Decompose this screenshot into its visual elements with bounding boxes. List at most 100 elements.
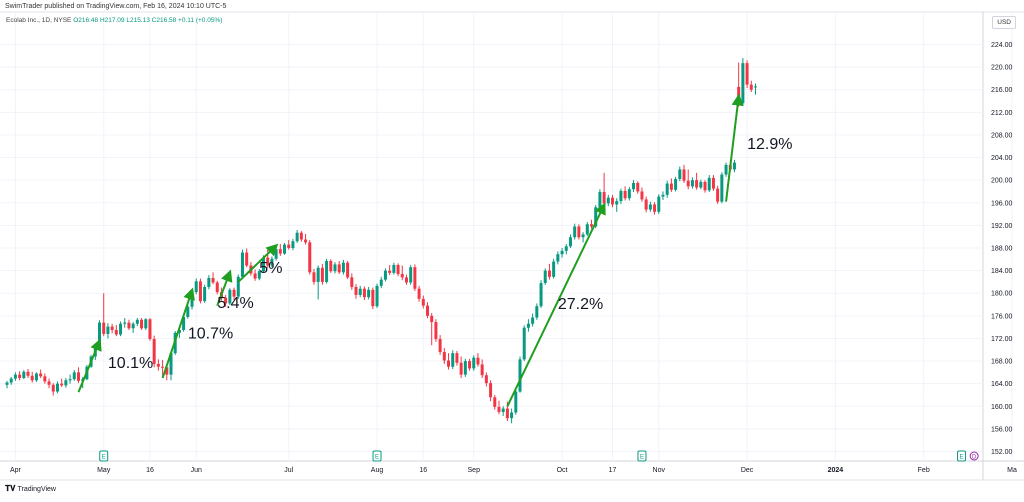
candle xyxy=(472,355,476,371)
growth-label: 5.4% xyxy=(217,295,253,312)
candle-body xyxy=(699,181,703,188)
tradingview-logo[interactable]: 𝐓𝐕 TradingView xyxy=(5,484,56,494)
growth-label: 10.1% xyxy=(108,355,153,372)
candle xyxy=(573,223,577,240)
candle xyxy=(76,367,80,384)
candle xyxy=(720,172,724,204)
candle-body xyxy=(661,194,665,197)
candle xyxy=(9,376,13,385)
candle xyxy=(661,191,665,200)
candle xyxy=(341,259,345,275)
candle-body xyxy=(26,371,30,376)
candle xyxy=(26,368,30,379)
candle-body xyxy=(245,252,249,266)
candle xyxy=(627,186,631,201)
candle xyxy=(215,280,219,295)
candle-body xyxy=(253,273,257,279)
candle xyxy=(665,180,669,198)
candle-body xyxy=(653,204,657,212)
price-axis[interactable]: 152.00 156.00 160.00 164.00 168.00 172.00 176.… xyxy=(991,42,1013,456)
candle xyxy=(43,373,47,384)
candle xyxy=(295,229,299,243)
candle-body xyxy=(270,258,274,266)
candle xyxy=(489,380,493,402)
growth-label: 10.7% xyxy=(188,325,233,342)
candle xyxy=(682,164,686,183)
y-tick-label: 192.00 xyxy=(991,223,1013,230)
candle xyxy=(619,188,623,204)
candle-body xyxy=(556,254,560,262)
x-tick-label: Oct xyxy=(557,467,568,474)
candle-body xyxy=(501,408,505,412)
candle-body xyxy=(535,306,539,318)
candle-body xyxy=(514,391,518,413)
candle xyxy=(442,348,446,364)
y-tick-label: 172.00 xyxy=(991,336,1013,343)
dividend-badge xyxy=(969,451,979,461)
candles-layer xyxy=(5,58,757,424)
candle xyxy=(55,381,59,394)
candle-body xyxy=(333,264,337,272)
candle-body xyxy=(686,180,690,187)
candle xyxy=(518,356,522,393)
x-tick-label: Jul xyxy=(284,467,293,474)
candle-body xyxy=(489,383,493,398)
candle-body xyxy=(375,285,379,307)
candle-body xyxy=(278,249,282,254)
time-axis[interactable]: Apr May 16 Jun Jul Aug 16 Sep Oct 17 Nov Dec 2024 Feb… xyxy=(10,467,1017,474)
candle-body xyxy=(678,169,682,180)
candle xyxy=(447,353,451,370)
candle xyxy=(367,287,371,300)
dividend-label: D xyxy=(972,455,977,461)
candle xyxy=(468,358,472,371)
candle-body xyxy=(577,226,581,238)
candle xyxy=(463,358,467,377)
candle-body xyxy=(110,326,114,330)
y-tick-label: 184.00 xyxy=(991,268,1013,275)
candle-body xyxy=(299,232,303,240)
currency-button[interactable]: USD xyxy=(992,16,1016,29)
candle-body xyxy=(476,357,480,365)
candle xyxy=(703,180,707,193)
candle xyxy=(438,335,442,355)
candle-body xyxy=(135,319,139,324)
candle-body xyxy=(9,378,13,383)
candle-body xyxy=(640,191,644,200)
candle xyxy=(18,371,22,381)
candle xyxy=(131,322,135,333)
earnings-marker: E xyxy=(957,450,967,462)
candle-body xyxy=(68,379,72,381)
candle xyxy=(623,186,627,201)
candle xyxy=(198,278,202,304)
candle-body xyxy=(720,174,724,202)
candle xyxy=(547,263,551,280)
y-tick-label: 188.00 xyxy=(991,246,1013,253)
candle-body xyxy=(442,352,446,361)
candle-body xyxy=(568,237,572,247)
candle xyxy=(329,259,333,273)
candle xyxy=(270,256,274,268)
candle xyxy=(686,169,690,190)
candle xyxy=(585,221,589,237)
candle xyxy=(123,318,127,328)
candle-body xyxy=(690,180,694,187)
candle-body xyxy=(594,207,598,227)
candle-body xyxy=(354,287,358,295)
candle xyxy=(72,370,76,381)
candle-body xyxy=(325,261,329,282)
earnings-badge xyxy=(99,450,109,462)
candle xyxy=(186,304,190,319)
x-tick-label: May xyxy=(97,467,111,474)
candle xyxy=(379,276,383,289)
candle xyxy=(140,318,144,330)
candle-body xyxy=(39,373,43,377)
candle xyxy=(287,240,291,250)
candle-body xyxy=(182,316,186,330)
candle xyxy=(657,194,661,215)
x-tick-label: Sep xyxy=(468,467,481,474)
y-tick-label: 224.00 xyxy=(991,42,1013,49)
publisher-line: SwimTrader published on TradingView.com,… xyxy=(5,3,227,10)
candle xyxy=(257,268,261,281)
